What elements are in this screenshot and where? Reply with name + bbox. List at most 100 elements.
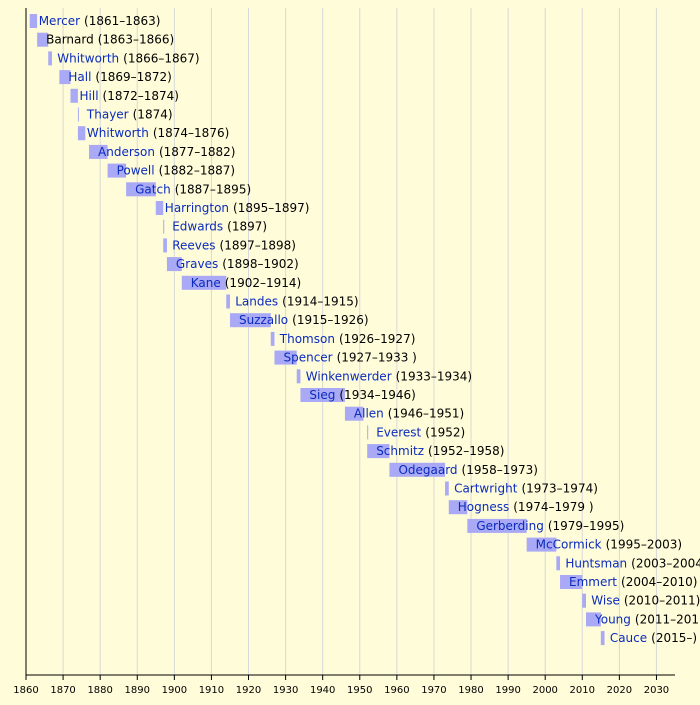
president-name[interactable]: Powell — [117, 163, 155, 177]
tenure-bar — [226, 294, 230, 309]
president-label: Whitworth (1866–1867) — [57, 51, 199, 65]
x-tick-label: 1900 — [162, 685, 187, 696]
president-label: Sieg (1934–1946) — [309, 388, 415, 402]
tenure-period: (1895–1897) — [233, 201, 309, 215]
president-label: Huntsman (2003–2004 — [565, 556, 700, 570]
tenure-bar — [585, 612, 601, 627]
president-name[interactable]: Sieg — [309, 388, 335, 402]
president-label: Hall (1869–1872) — [68, 70, 171, 84]
tenure-bar — [163, 219, 165, 234]
president-name[interactable]: Thomson — [279, 331, 335, 345]
president-name[interactable]: Allen — [354, 406, 384, 420]
president-name[interactable]: Emmert — [569, 575, 617, 589]
president-name[interactable]: Gatch — [135, 182, 171, 196]
x-tick-label: 1940 — [310, 685, 335, 696]
president-label: Cauce (2015–) — [610, 631, 697, 645]
tenure-bar — [89, 144, 108, 159]
president-label: Harrington (1895–1897) — [165, 201, 310, 215]
president-label: Kane (1902–1914) — [191, 275, 301, 289]
tenure-period: (1933–1934) — [396, 369, 472, 383]
tenure-period: (2003–2004 — [631, 556, 700, 570]
tenure-period: (1866–1867) — [123, 51, 199, 65]
president-name[interactable]: Hall — [68, 70, 91, 84]
president-label: Thomson (1926–1927) — [279, 331, 416, 345]
tenure-bar — [70, 88, 78, 103]
tenure-bar — [367, 444, 390, 459]
president-label: Allen (1946–1951) — [354, 406, 464, 420]
tenure-period: (1915–1926) — [292, 313, 368, 327]
president-name[interactable]: Hogness — [458, 500, 509, 514]
tenure-period: (1897) — [227, 219, 267, 233]
tenure-period: (1902–1914) — [225, 275, 301, 289]
tenure-bar — [229, 313, 271, 328]
president-label: Emmert (2004–2010) — [569, 575, 697, 589]
president-name[interactable]: Winkenwerder — [306, 369, 392, 383]
tenure-bar — [556, 556, 561, 571]
tenure-bar — [155, 201, 164, 215]
president-name[interactable]: Schmitz — [376, 444, 424, 458]
president-name[interactable]: Odegaard — [398, 462, 457, 476]
tenure-bar — [48, 51, 52, 66]
president-name[interactable]: Everest — [376, 425, 421, 439]
president-name[interactable]: Thayer — [86, 107, 129, 121]
tenure-bar — [560, 575, 583, 589]
x-tick-label: 2020 — [607, 685, 632, 696]
tenure-period: (1869–1872) — [95, 70, 171, 84]
x-tick-label: 1860 — [13, 685, 38, 696]
president-name[interactable]: Cauce — [610, 631, 647, 645]
president-label: Winkenwerder (1933–1934) — [306, 369, 472, 383]
president-name[interactable]: Whitworth — [87, 126, 149, 140]
president-name[interactable]: Graves — [176, 257, 218, 271]
tenure-period: (1995–2003) — [606, 537, 682, 551]
tenure-bar — [166, 257, 182, 272]
tenure-bar — [344, 406, 364, 421]
tenure-bar — [445, 481, 449, 496]
president-name[interactable]: Whitworth — [57, 51, 119, 65]
president-name[interactable]: Reeves — [172, 238, 215, 252]
president-name[interactable]: Cartwright — [454, 481, 518, 495]
tenure-period: (1882–1887) — [159, 163, 235, 177]
president-name[interactable]: Kane — [191, 275, 221, 289]
president-name[interactable]: Mercer — [39, 14, 80, 28]
tenure-period: (1877–1882) — [159, 144, 235, 158]
president-name[interactable]: Gerberding — [476, 518, 544, 532]
president-name[interactable]: Edwards — [172, 219, 223, 233]
president-name[interactable]: McCormick — [536, 537, 602, 551]
president-name[interactable]: Anderson — [98, 144, 155, 158]
tenure-bar — [126, 182, 156, 197]
president-name[interactable]: Wise — [591, 593, 620, 607]
tenure-bar — [107, 163, 127, 178]
tenure-bar — [448, 500, 468, 515]
president-name[interactable]: Spencer — [283, 350, 332, 364]
x-tick-label: 1920 — [236, 685, 261, 696]
president-label: Anderson (1877–1882) — [98, 144, 235, 158]
tenure-period: (1872–1874) — [103, 88, 179, 102]
tenure-period: (1974–1979 ) — [513, 500, 593, 514]
president-name[interactable]: Suzzallo — [239, 313, 288, 327]
president-label: Mercer (1861–1863) — [39, 14, 161, 28]
tenure-bar — [163, 238, 167, 253]
president-name[interactable]: Young — [594, 612, 631, 626]
president-label: McCormick (1995–2003) — [536, 537, 682, 551]
president-name[interactable]: Huntsman — [565, 556, 627, 570]
x-tick-label: 1950 — [347, 685, 372, 696]
president-label: Hogness (1974–1979 ) — [458, 500, 594, 514]
president-name[interactable]: Landes — [235, 294, 278, 308]
president-label: Gerberding (1979–1995) — [476, 518, 624, 532]
tenure-period: (1927–1933 ) — [337, 350, 417, 364]
tenure-period: (1887–1895) — [175, 182, 251, 196]
president-label: Spencer (1927–1933 ) — [283, 350, 416, 364]
x-tick-label: 1930 — [273, 685, 298, 696]
president-name[interactable]: Barnard — [46, 32, 94, 46]
president-label: Reeves (1897–1898) — [172, 238, 296, 252]
tenure-period: (2004–2010) — [621, 575, 697, 589]
president-name[interactable]: Hill — [80, 88, 99, 102]
tenure-bar — [270, 331, 275, 346]
tenure-bar — [367, 425, 369, 440]
president-label: Hill (1872–1874) — [80, 88, 179, 102]
tenure-bar — [467, 518, 527, 533]
x-tick-label: 2010 — [570, 685, 595, 696]
president-name[interactable]: Harrington — [165, 201, 229, 215]
x-tick-label: 1890 — [125, 685, 150, 696]
